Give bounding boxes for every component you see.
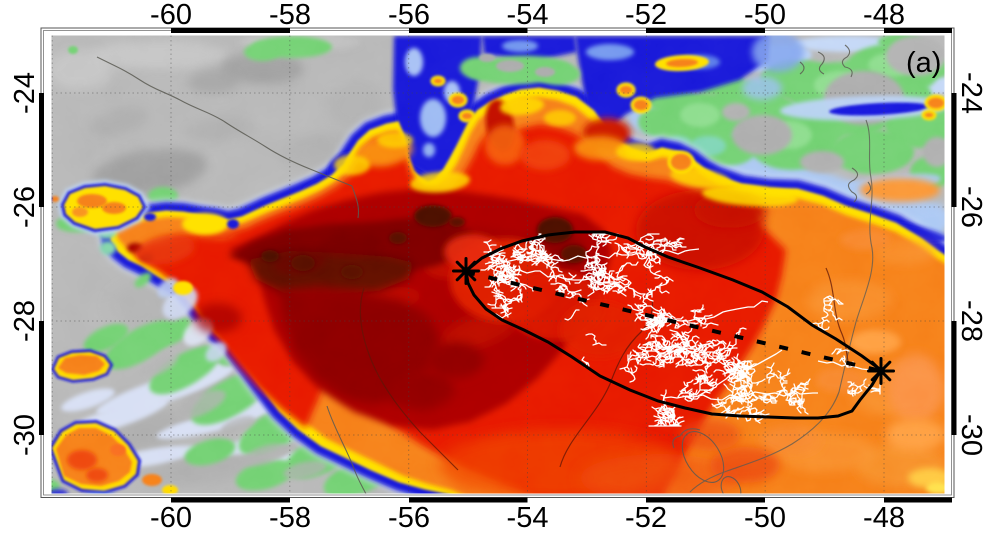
svg-text:-56: -56: [388, 0, 430, 31]
svg-text:-50: -50: [744, 0, 786, 31]
svg-text:-52: -52: [625, 0, 667, 31]
svg-text:-48: -48: [863, 502, 905, 532]
svg-text:-30: -30: [955, 414, 987, 456]
svg-text:-58: -58: [269, 502, 311, 532]
svg-text:-24: -24: [9, 72, 41, 114]
svg-text:-28: -28: [955, 300, 987, 342]
svg-text:-24: -24: [955, 72, 987, 114]
svg-text:-26: -26: [9, 186, 41, 228]
svg-text:-60: -60: [150, 502, 192, 532]
svg-text:-54: -54: [507, 502, 549, 532]
svg-text:-48: -48: [863, 0, 905, 31]
svg-text:-30: -30: [9, 414, 41, 456]
svg-text:-56: -56: [388, 502, 430, 532]
svg-text:-28: -28: [9, 300, 41, 342]
svg-text:-52: -52: [625, 502, 667, 532]
svg-text:-26: -26: [955, 186, 987, 228]
svg-text:-54: -54: [507, 0, 549, 31]
svg-text:-60: -60: [150, 0, 192, 31]
svg-text:-50: -50: [744, 502, 786, 532]
svg-text:(a): (a): [906, 47, 941, 79]
svg-text:-58: -58: [269, 0, 311, 31]
